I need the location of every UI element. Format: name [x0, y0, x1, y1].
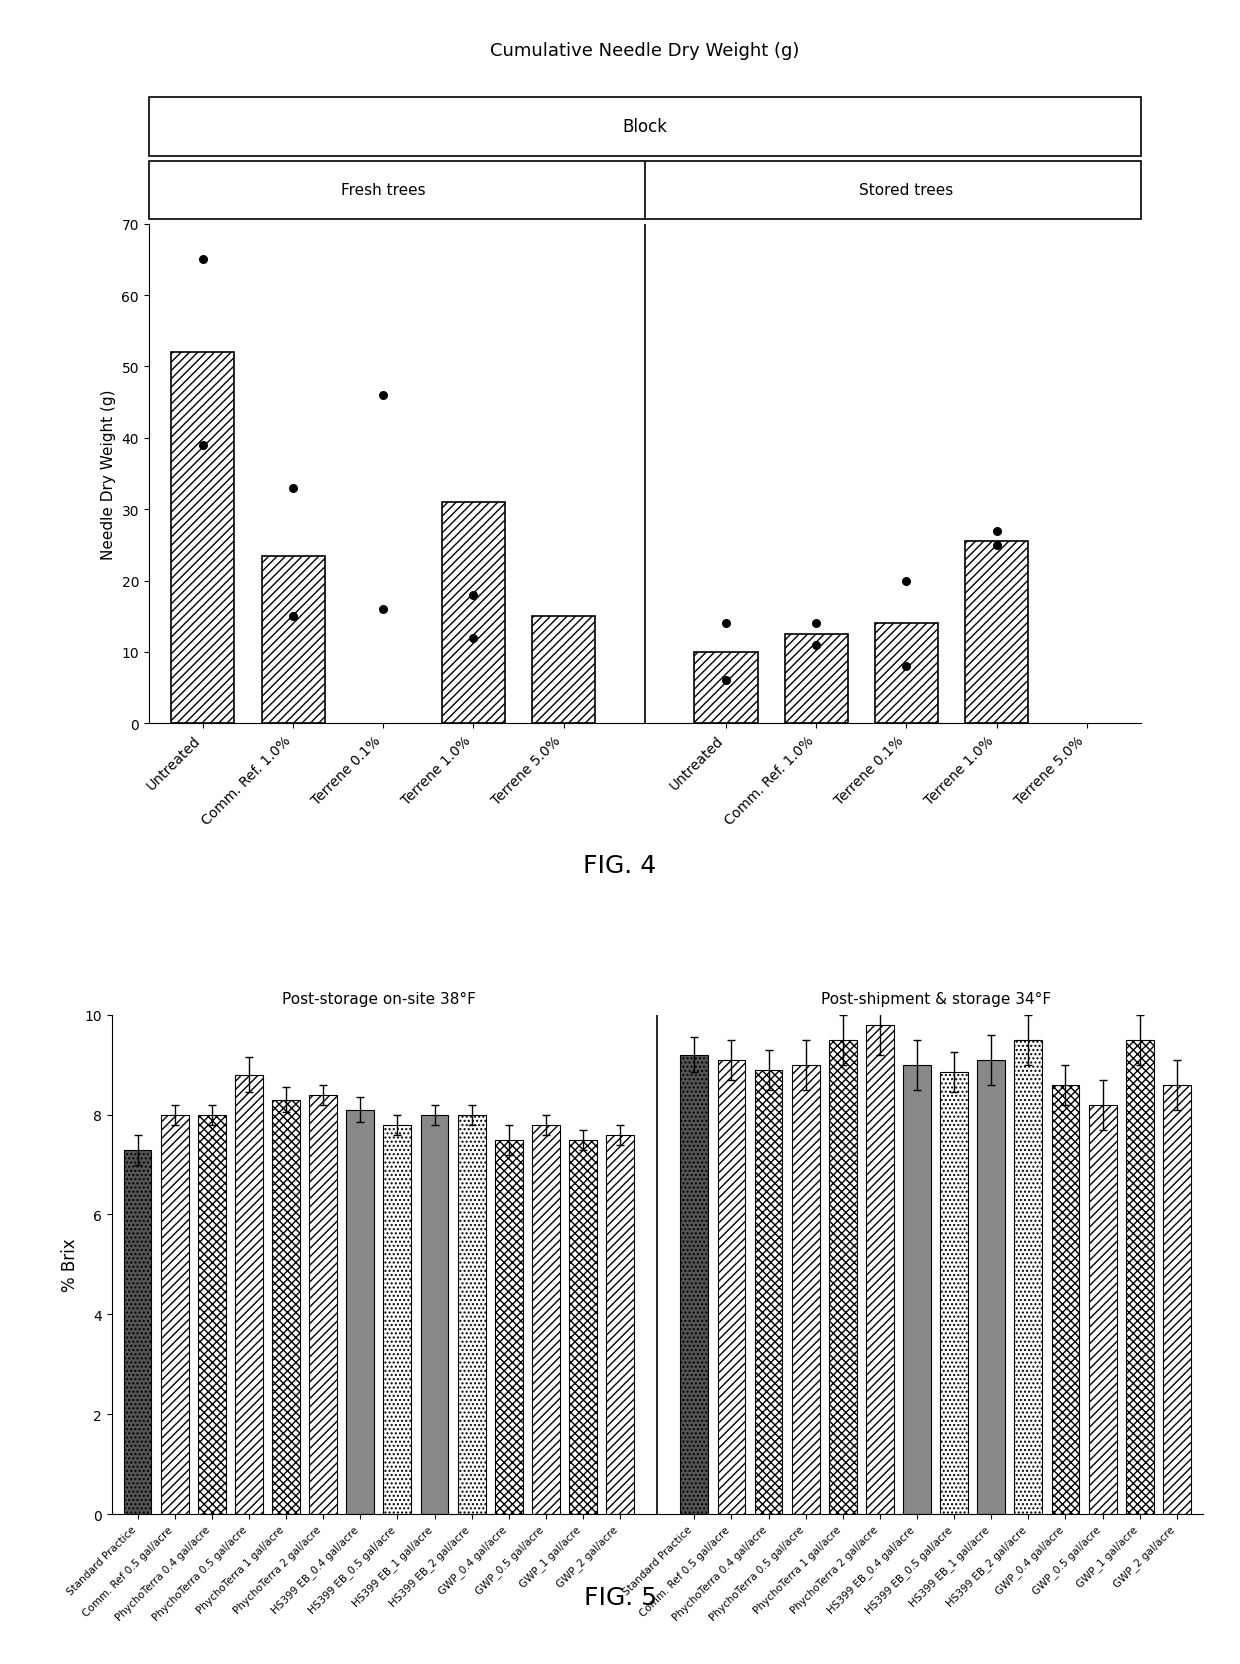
- Bar: [903, 1065, 931, 1514]
- Bar: [420, 1115, 449, 1514]
- Text: FIG. 5: FIG. 5: [584, 1586, 656, 1609]
- Bar: [694, 652, 758, 724]
- Text: Fresh trees: Fresh trees: [341, 183, 425, 198]
- Point: [283, 604, 303, 631]
- Bar: [236, 1075, 263, 1514]
- Point: [897, 567, 916, 594]
- Bar: [1052, 1085, 1079, 1514]
- Bar: [1126, 1040, 1153, 1514]
- Point: [464, 626, 484, 652]
- Text: FIG. 4: FIG. 4: [583, 854, 657, 877]
- Bar: [569, 1140, 596, 1514]
- Bar: [171, 353, 234, 724]
- Bar: [441, 503, 505, 724]
- Text: Block: Block: [622, 118, 667, 136]
- Bar: [681, 1055, 708, 1514]
- Y-axis label: % Brix: % Brix: [61, 1238, 78, 1291]
- Bar: [458, 1115, 486, 1514]
- Point: [373, 383, 393, 409]
- Point: [193, 433, 213, 459]
- Point: [806, 611, 826, 637]
- Bar: [383, 1125, 412, 1514]
- Bar: [874, 624, 937, 724]
- Bar: [866, 1025, 894, 1514]
- Point: [193, 246, 213, 273]
- Text: Stored trees: Stored trees: [859, 183, 954, 198]
- Text: Post-shipment & storage 34°F: Post-shipment & storage 34°F: [821, 992, 1050, 1007]
- Bar: [309, 1095, 337, 1514]
- Point: [715, 667, 735, 694]
- Point: [897, 654, 916, 681]
- Point: [987, 532, 1007, 559]
- Bar: [940, 1073, 968, 1514]
- Point: [283, 476, 303, 503]
- Bar: [718, 1060, 745, 1514]
- Bar: [346, 1110, 374, 1514]
- Text: Cumulative Needle Dry Weight (g): Cumulative Needle Dry Weight (g): [490, 42, 800, 60]
- Bar: [532, 1125, 559, 1514]
- Y-axis label: Needle Dry Weight (g): Needle Dry Weight (g): [100, 389, 115, 559]
- Point: [987, 518, 1007, 544]
- Bar: [785, 634, 848, 724]
- Text: Post-storage on-site 38°F: Post-storage on-site 38°F: [281, 992, 476, 1007]
- Point: [464, 582, 484, 609]
- Point: [806, 632, 826, 659]
- Bar: [792, 1065, 820, 1514]
- Bar: [965, 542, 1028, 724]
- Bar: [828, 1040, 857, 1514]
- Bar: [532, 617, 595, 724]
- Bar: [272, 1100, 300, 1514]
- Bar: [262, 556, 325, 724]
- Bar: [198, 1115, 226, 1514]
- Bar: [1163, 1085, 1190, 1514]
- Bar: [606, 1135, 634, 1514]
- Bar: [1014, 1040, 1043, 1514]
- Bar: [495, 1140, 522, 1514]
- Bar: [161, 1115, 188, 1514]
- Bar: [755, 1070, 782, 1514]
- Bar: [124, 1150, 151, 1514]
- Bar: [977, 1060, 1006, 1514]
- Point: [715, 611, 735, 637]
- Bar: [1089, 1105, 1116, 1514]
- Point: [373, 596, 393, 622]
